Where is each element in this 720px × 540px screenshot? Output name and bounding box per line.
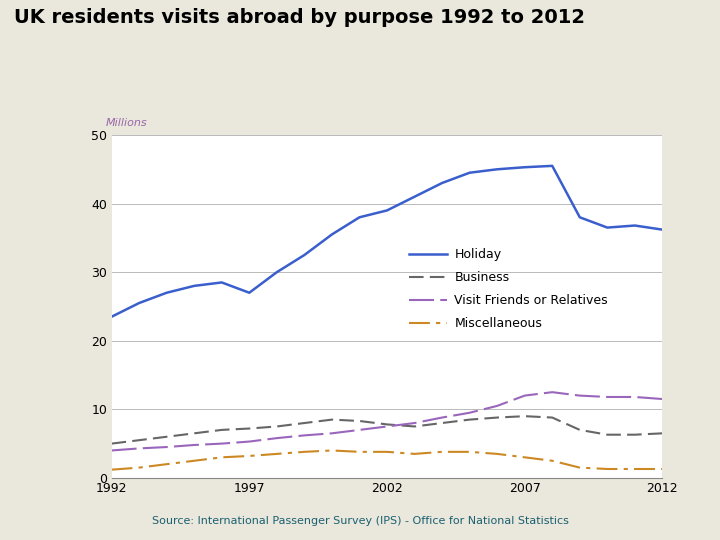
Holiday <box>492 166 501 173</box>
Business <box>107 441 116 447</box>
Line: Miscellaneous: Miscellaneous <box>112 450 662 470</box>
Business <box>465 416 474 423</box>
Miscellaneous <box>300 449 309 455</box>
Visit Friends or Relatives <box>465 409 474 416</box>
Miscellaneous <box>135 464 143 471</box>
Miscellaneous <box>355 449 364 455</box>
Holiday <box>135 300 143 306</box>
Business <box>383 421 392 428</box>
Visit Friends or Relatives <box>658 396 667 402</box>
Holiday <box>328 231 336 238</box>
Visit Friends or Relatives <box>492 403 501 409</box>
Miscellaneous <box>328 447 336 454</box>
Visit Friends or Relatives <box>631 394 639 400</box>
Business <box>492 414 501 421</box>
Holiday <box>521 164 529 171</box>
Visit Friends or Relatives <box>521 393 529 399</box>
Miscellaneous <box>162 461 171 468</box>
Line: Holiday: Holiday <box>112 166 662 317</box>
Miscellaneous <box>438 449 446 455</box>
Visit Friends or Relatives <box>135 445 143 451</box>
Business <box>521 413 529 420</box>
Business <box>328 416 336 423</box>
Miscellaneous <box>575 464 584 471</box>
Visit Friends or Relatives <box>328 430 336 436</box>
Line: Visit Friends or Relatives: Visit Friends or Relatives <box>112 392 662 450</box>
Visit Friends or Relatives <box>603 394 611 400</box>
Text: UK residents visits abroad by purpose 1992 to 2012: UK residents visits abroad by purpose 19… <box>14 8 585 27</box>
Visit Friends or Relatives <box>190 442 199 448</box>
Visit Friends or Relatives <box>438 414 446 421</box>
Visit Friends or Relatives <box>217 441 226 447</box>
Holiday <box>548 163 557 169</box>
Visit Friends or Relatives <box>383 423 392 430</box>
Miscellaneous <box>217 454 226 461</box>
Miscellaneous <box>410 451 419 457</box>
Holiday <box>190 282 199 289</box>
Business <box>410 423 419 430</box>
Miscellaneous <box>521 454 529 461</box>
Holiday <box>465 170 474 176</box>
Holiday <box>575 214 584 220</box>
Business <box>548 414 557 421</box>
Text: Source: International Passenger Survey (IPS) - Office for National Statistics: Source: International Passenger Survey (… <box>152 516 568 526</box>
Holiday <box>162 289 171 296</box>
Miscellaneous <box>603 465 611 472</box>
Visit Friends or Relatives <box>272 435 281 441</box>
Visit Friends or Relatives <box>575 393 584 399</box>
Business <box>217 427 226 433</box>
Miscellaneous <box>245 453 253 459</box>
Holiday <box>410 193 419 200</box>
Business <box>631 431 639 438</box>
Holiday <box>383 207 392 214</box>
Holiday <box>107 314 116 320</box>
Visit Friends or Relatives <box>410 420 419 426</box>
Visit Friends or Relatives <box>548 389 557 395</box>
Miscellaneous <box>465 449 474 455</box>
Business <box>438 420 446 426</box>
Visit Friends or Relatives <box>300 432 309 438</box>
Business <box>300 420 309 426</box>
Visit Friends or Relatives <box>107 447 116 454</box>
Miscellaneous <box>492 451 501 457</box>
Business <box>245 426 253 432</box>
Visit Friends or Relatives <box>245 438 253 445</box>
Holiday <box>603 224 611 231</box>
Holiday <box>355 214 364 220</box>
Holiday <box>438 180 446 186</box>
Visit Friends or Relatives <box>355 427 364 433</box>
Business <box>575 427 584 433</box>
Miscellaneous <box>190 457 199 464</box>
Miscellaneous <box>272 451 281 457</box>
Miscellaneous <box>658 465 667 472</box>
Miscellaneous <box>548 457 557 464</box>
Holiday <box>631 222 639 229</box>
Holiday <box>658 226 667 233</box>
Visit Friends or Relatives <box>162 444 171 450</box>
Text: Millions: Millions <box>106 118 148 128</box>
Legend: Holiday, Business, Visit Friends or Relatives, Miscellaneous: Holiday, Business, Visit Friends or Rela… <box>404 244 613 335</box>
Business <box>355 418 364 424</box>
Business <box>658 430 667 436</box>
Business <box>272 423 281 430</box>
Holiday <box>272 269 281 275</box>
Miscellaneous <box>383 449 392 455</box>
Miscellaneous <box>631 465 639 472</box>
Holiday <box>217 279 226 286</box>
Business <box>162 434 171 440</box>
Holiday <box>245 289 253 296</box>
Business <box>190 430 199 436</box>
Line: Business: Business <box>112 416 662 444</box>
Business <box>603 431 611 438</box>
Miscellaneous <box>107 467 116 473</box>
Holiday <box>300 252 309 258</box>
Business <box>135 437 143 443</box>
